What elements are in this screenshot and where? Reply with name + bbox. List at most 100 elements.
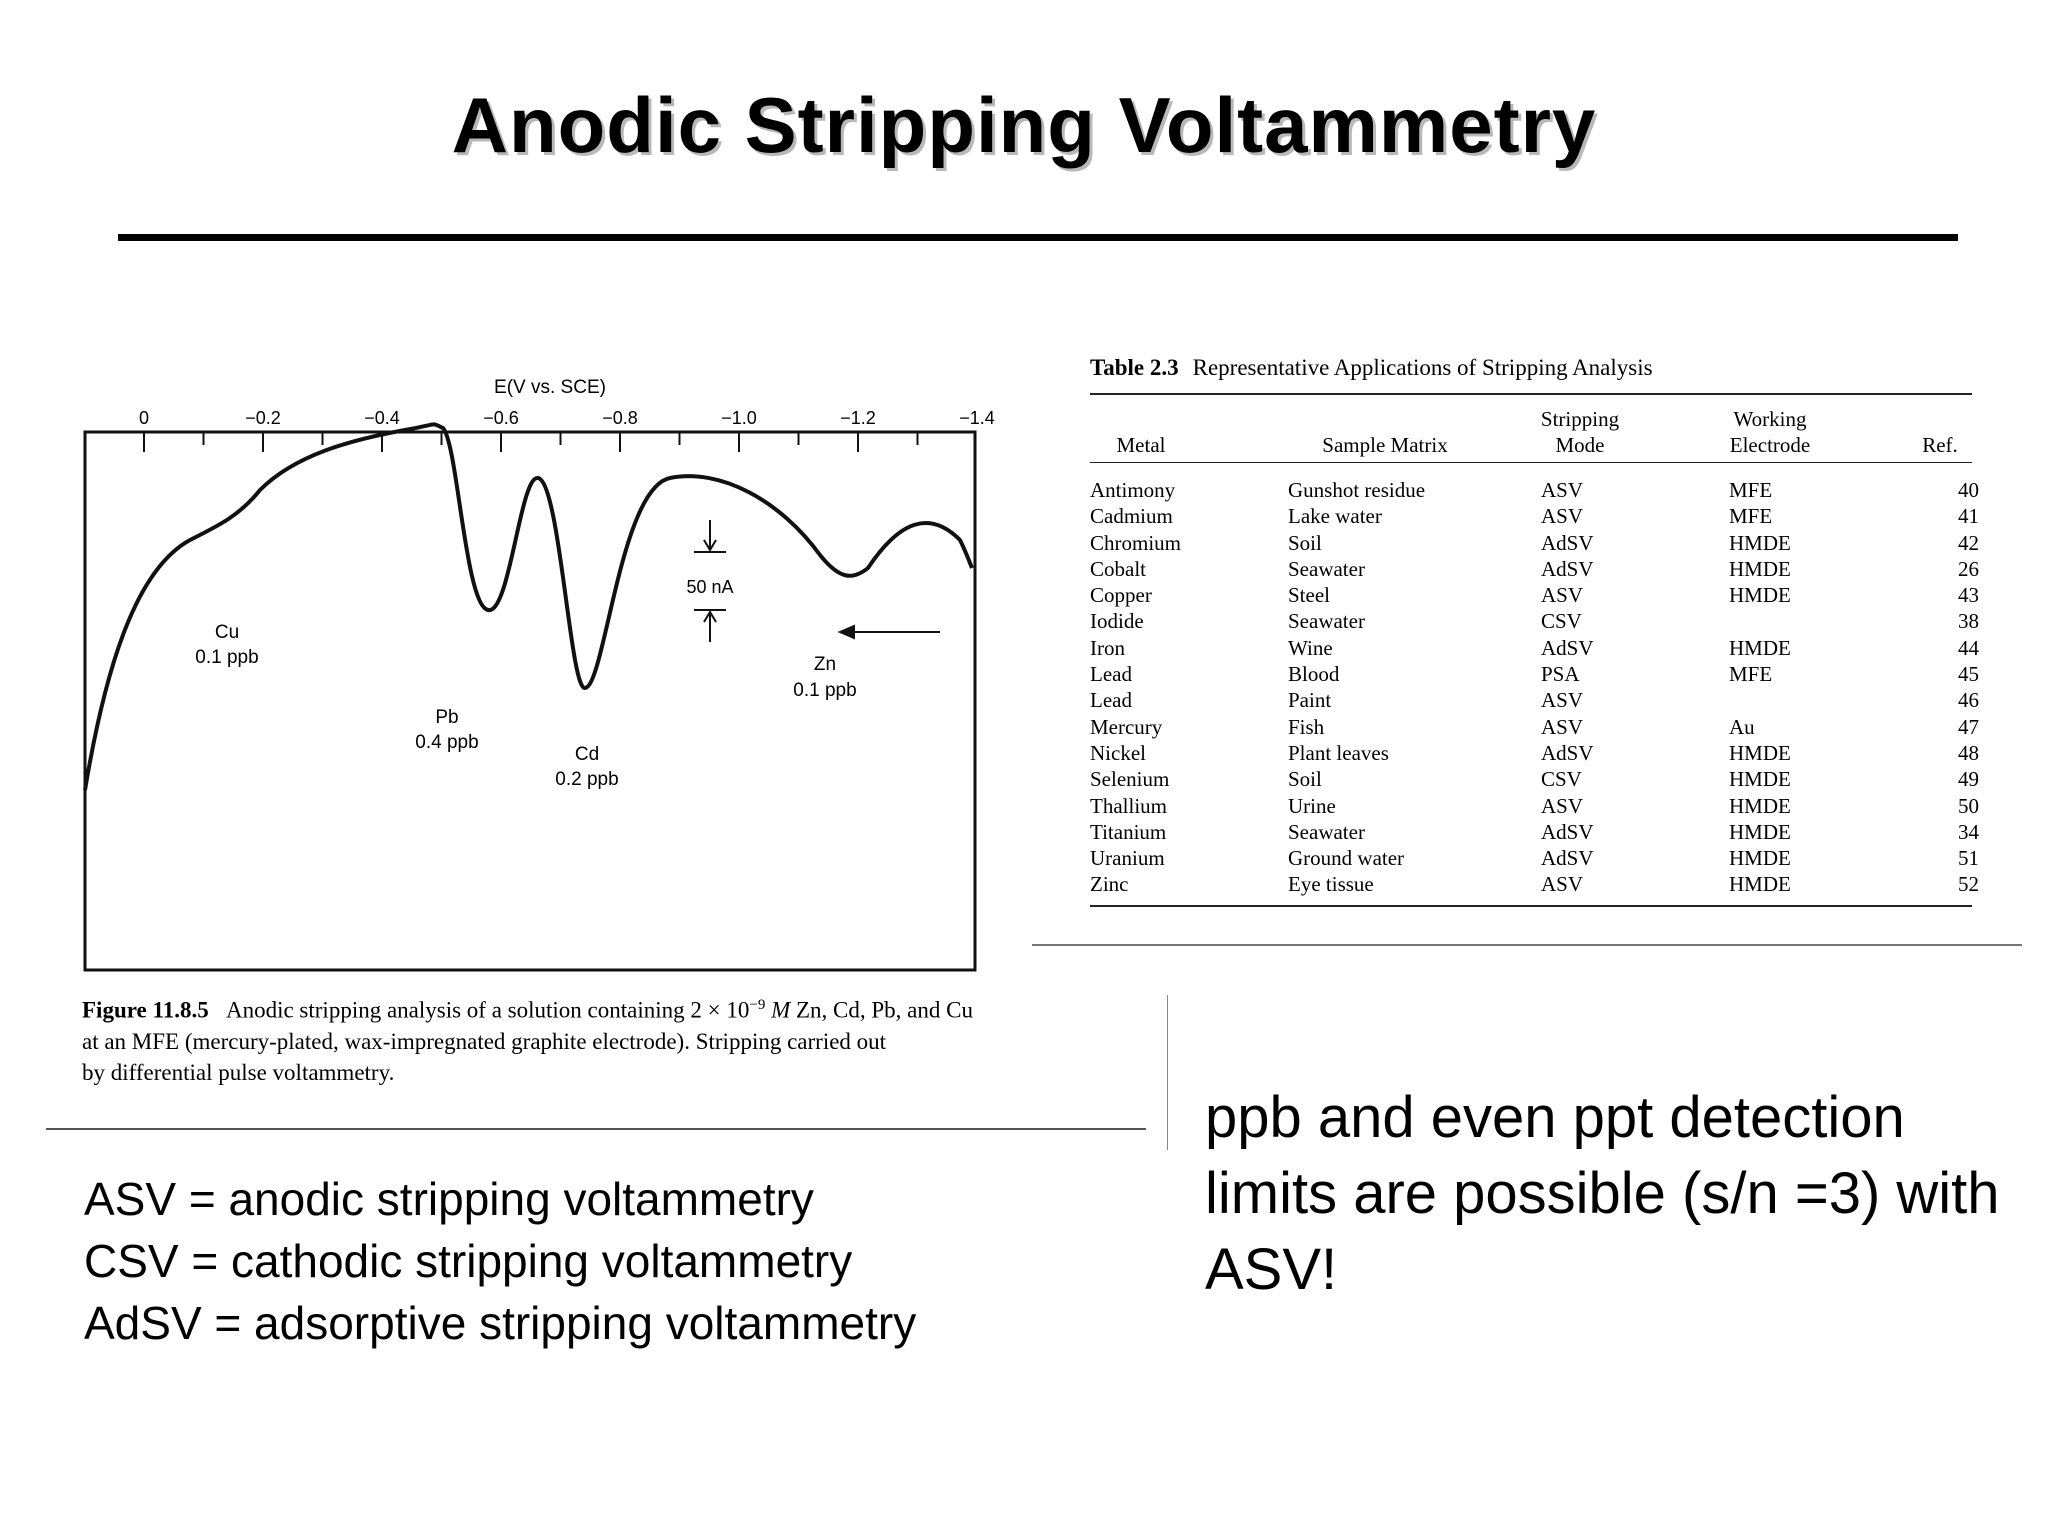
cell-matrix: Ground water [1288, 846, 1405, 871]
cell-mode: ASV [1541, 504, 1584, 529]
cell-mode: ASV [1541, 872, 1584, 897]
peak-conc-zn: 0.1 ppb [793, 680, 856, 701]
cell-ref: 52 [1958, 872, 1979, 897]
tick-label-2: −0.4 [364, 408, 400, 428]
cell-ref: 43 [1958, 583, 1979, 608]
cell-mode: AdSV [1541, 846, 1594, 871]
arrow-icon [837, 624, 940, 640]
cell-metal: Iron [1090, 635, 1125, 660]
table-row: Uranium Ground water AdSV HMDE 51 [1090, 845, 1979, 871]
slide-title: Anodic Stripping Voltammetry [451, 81, 1597, 169]
table-row: Titanium Seawater AdSV HMDE 34 [1090, 819, 1979, 845]
cell-matrix: Blood [1288, 662, 1340, 687]
axis-label: E(V vs. SCE) [494, 377, 606, 398]
cell-metal: Nickel [1090, 740, 1146, 765]
detection-limit-note: ppb and even ppt detection limits are po… [1205, 1085, 2000, 1302]
cell-ref: 38 [1958, 609, 1979, 634]
cell-electrode: HMDE [1729, 635, 1791, 660]
cell-metal: Lead [1090, 688, 1132, 713]
cell-electrode: Au [1729, 714, 1755, 739]
caption-line-3: by differential pulse voltammetry. [82, 1059, 395, 1085]
cell-matrix: Steel [1288, 583, 1330, 608]
cell-electrode: HMDE [1729, 846, 1791, 871]
table-row: Cadmium Lake water ASV MFE 41 [1090, 503, 1979, 529]
cell-metal: Cadmium [1090, 504, 1173, 529]
table-bottom-rule [1032, 944, 2022, 946]
cell-mode: ASV [1541, 714, 1584, 739]
table-row: Zinc Eye tissue ASV HMDE 52 [1090, 871, 1979, 897]
cell-mode: ASV [1541, 583, 1584, 608]
cell-ref: 51 [1958, 846, 1979, 871]
cell-mode: AdSV [1541, 635, 1594, 660]
table-row: Selenium Soil CSV HMDE 49 [1090, 766, 1979, 792]
header-matrix: Sample Matrix [1322, 433, 1448, 457]
divider-line [1167, 995, 1168, 1150]
abbreviation-list: ASV = anodic stripping voltammetry CSV =… [84, 1168, 916, 1354]
cell-mode: CSV [1541, 767, 1582, 792]
cell-mode: AdSV [1541, 556, 1594, 581]
cell-ref: 46 [1958, 688, 1979, 713]
cell-mode: PSA [1541, 662, 1580, 687]
figure-rule [46, 1128, 1146, 1130]
table-title: Representative Applications of Stripping… [1192, 355, 1653, 380]
caption-molar: M [771, 997, 791, 1023]
caption-text-1a: Anodic stripping analysis of a solution … [225, 997, 750, 1023]
cell-electrode: HMDE [1729, 583, 1791, 608]
cell-electrode [1729, 608, 1919, 634]
stripping-curve [83, 422, 974, 791]
cell-metal: Thallium [1090, 793, 1167, 818]
cell-matrix: Seawater [1288, 609, 1365, 634]
cell-electrode: MFE [1729, 504, 1773, 529]
tick-label-4: −0.8 [602, 408, 638, 428]
table-number: Table 2.3 [1090, 355, 1179, 380]
cell-matrix: Lake water [1288, 504, 1382, 529]
cell-ref: 26 [1958, 556, 1979, 581]
plot-frame [83, 430, 977, 972]
cell-electrode: MFE [1729, 662, 1773, 687]
cell-electrode: HMDE [1729, 793, 1791, 818]
table-row: Lead Blood PSA MFE 45 [1090, 661, 1979, 687]
table-row: Nickel Plant leaves AdSV HMDE 48 [1090, 740, 1979, 766]
cell-mode: AdSV [1541, 530, 1594, 555]
applications-table-panel: Table 2.3 Representative Applications of … [1090, 355, 1990, 907]
cell-ref: 47 [1958, 714, 1979, 739]
table-row: Iodide Seawater CSV 38 [1090, 608, 1979, 634]
tick-label-5: −1.0 [721, 408, 757, 428]
header-mode-1: Stripping [1540, 407, 1620, 431]
cell-ref: 45 [1958, 662, 1979, 687]
cell-ref: 34 [1958, 819, 1979, 844]
cell-electrode: HMDE [1729, 530, 1791, 555]
cell-mode: AdSV [1541, 740, 1594, 765]
tick-label-6: −1.2 [840, 408, 876, 428]
cell-metal: Mercury [1090, 714, 1163, 739]
scale-bar [694, 520, 726, 642]
table-bottom-inner-rule [1090, 905, 1972, 907]
cell-matrix: Eye tissue [1288, 872, 1374, 897]
table-row: Lead Paint ASV 46 [1090, 687, 1979, 713]
tick-label-0: 0 [139, 408, 149, 428]
cell-electrode: MFE [1729, 478, 1773, 502]
cell-mode: AdSV [1541, 819, 1594, 844]
cell-matrix: Wine [1288, 635, 1333, 660]
cell-metal: Iodide [1090, 609, 1144, 634]
table-row: Antimony Gunshot residue ASV MFE 40 [1090, 477, 1979, 503]
cell-mode: ASV [1541, 688, 1584, 713]
cell-metal: Antimony [1090, 478, 1176, 502]
cell-matrix: Soil [1288, 530, 1322, 555]
cell-electrode: HMDE [1729, 767, 1791, 792]
cell-ref: 44 [1958, 635, 1979, 660]
header-metal: Metal [1116, 433, 1166, 457]
table-top-rule [1090, 393, 1972, 395]
voltammogram-figure: E(V vs. SCE) 0 −0.2 −0.4 −0.6 −0.8 −1.0 … [60, 370, 1120, 1090]
cell-electrode: HMDE [1729, 872, 1791, 897]
header-electrode-1: Working [1733, 407, 1807, 431]
voltammogram-svg: E(V vs. SCE) 0 −0.2 −0.4 −0.6 −0.8 −1.0 … [83, 377, 995, 972]
cell-metal: Titanium [1090, 819, 1167, 844]
peak-metal-zn: Zn [814, 654, 836, 675]
cell-metal: Cobalt [1090, 556, 1146, 581]
tick-label-1: −0.2 [245, 408, 281, 428]
peak-conc-pb: 0.4 ppb [415, 732, 478, 753]
tick-label-3: −0.6 [483, 408, 519, 428]
cell-electrode [1729, 687, 1919, 713]
abbreviation-csv: CSV = cathodic stripping voltammetry [84, 1235, 853, 1287]
